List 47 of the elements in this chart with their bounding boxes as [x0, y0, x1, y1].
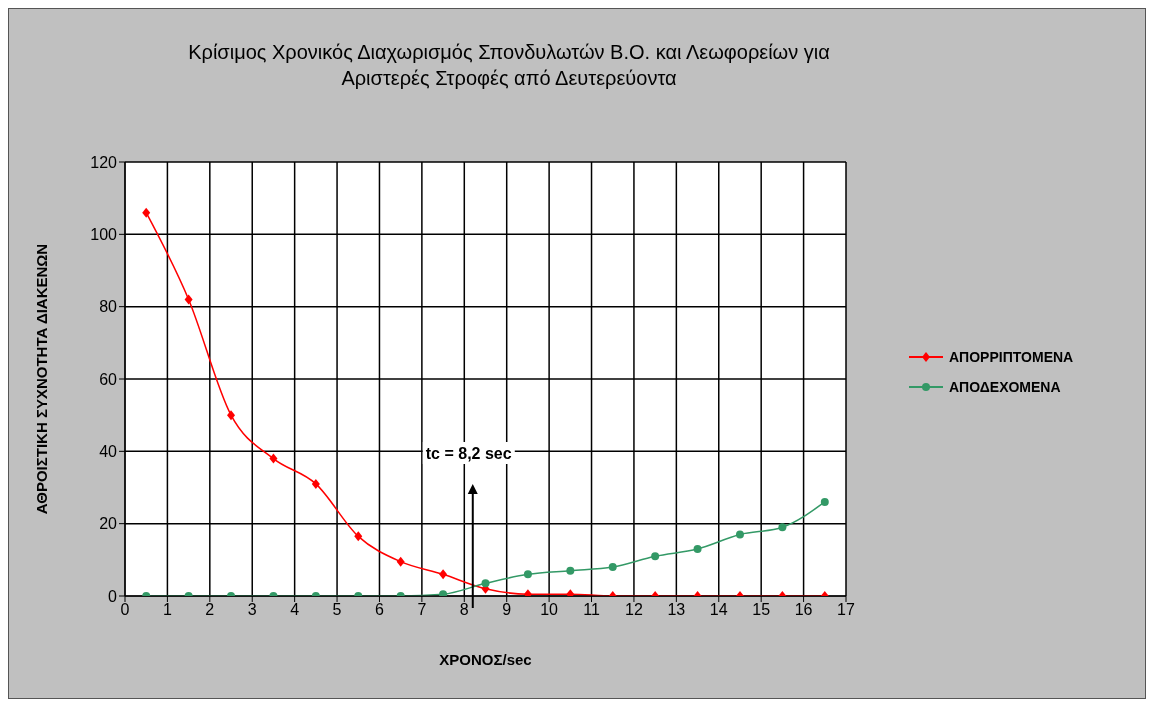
point — [523, 570, 532, 579]
point — [608, 563, 617, 572]
y-tick-label: 40 — [99, 443, 118, 461]
y-tick-label: 0 — [108, 587, 118, 605]
point — [735, 530, 744, 539]
x-tick-label: 17 — [837, 601, 855, 619]
x-tick-label: 2 — [205, 601, 215, 619]
x-tick-label: 10 — [540, 601, 559, 619]
legend-label: ΑΠΟΡΡΙΠΤΟΜΕΝΑ — [949, 349, 1074, 365]
y-tick-label: 20 — [99, 515, 118, 533]
x-tick-label: 7 — [417, 601, 427, 619]
point — [227, 410, 236, 421]
point — [269, 453, 278, 464]
legend-label: ΑΠΟΔΕΧΟΜΕΝΑ — [949, 379, 1061, 395]
x-tick-label: 5 — [332, 601, 342, 619]
point — [184, 294, 193, 305]
point — [396, 556, 405, 567]
chart-title: Κρίσιμος Χρονικός Διαχωρισμός Σπονδυλωτών Β.Ο. και Λεωφορείων για Αριστερές Στροφές από Δευτερεύοντα — [187, 40, 831, 91]
y-tick-label: 80 — [99, 298, 118, 316]
point — [439, 569, 448, 580]
point — [693, 544, 702, 553]
y-axis-title: ΑΘΡΟΙΣΤΙΚΗ ΣΥΧΝΟΤΗΤΑ ΔΙΑΚΕΝΩΝ — [32, 243, 50, 515]
y-tick-label: 60 — [99, 370, 118, 388]
point — [566, 566, 575, 575]
x-tick-label: 1 — [162, 601, 172, 619]
point — [311, 478, 320, 489]
x-tick-label: 4 — [290, 601, 300, 619]
point — [778, 523, 787, 532]
x-tick-label: 13 — [667, 601, 686, 619]
x-tick-label: 12 — [625, 601, 643, 619]
point — [651, 552, 660, 561]
x-tick-label: 3 — [247, 601, 257, 619]
point — [354, 531, 363, 542]
x-tick-label: 11 — [583, 601, 600, 619]
x-axis-title: ΧΡΟΝΟΣ/sec — [438, 651, 533, 668]
x-tick-label: 6 — [375, 601, 385, 619]
point — [481, 579, 490, 588]
x-tick-label: 16 — [794, 601, 813, 619]
x-tick-label: 0 — [120, 601, 130, 619]
ref-line-label: tc = 8,2 sec — [425, 445, 512, 462]
x-tick-label: 15 — [752, 601, 771, 619]
y-tick-label: 100 — [90, 226, 118, 244]
y-tick-label: 120 — [90, 153, 118, 171]
x-tick-label: 14 — [709, 601, 728, 619]
x-tick-label: 9 — [502, 601, 512, 619]
x-tick-label: 8 — [459, 601, 469, 619]
point — [820, 497, 829, 506]
